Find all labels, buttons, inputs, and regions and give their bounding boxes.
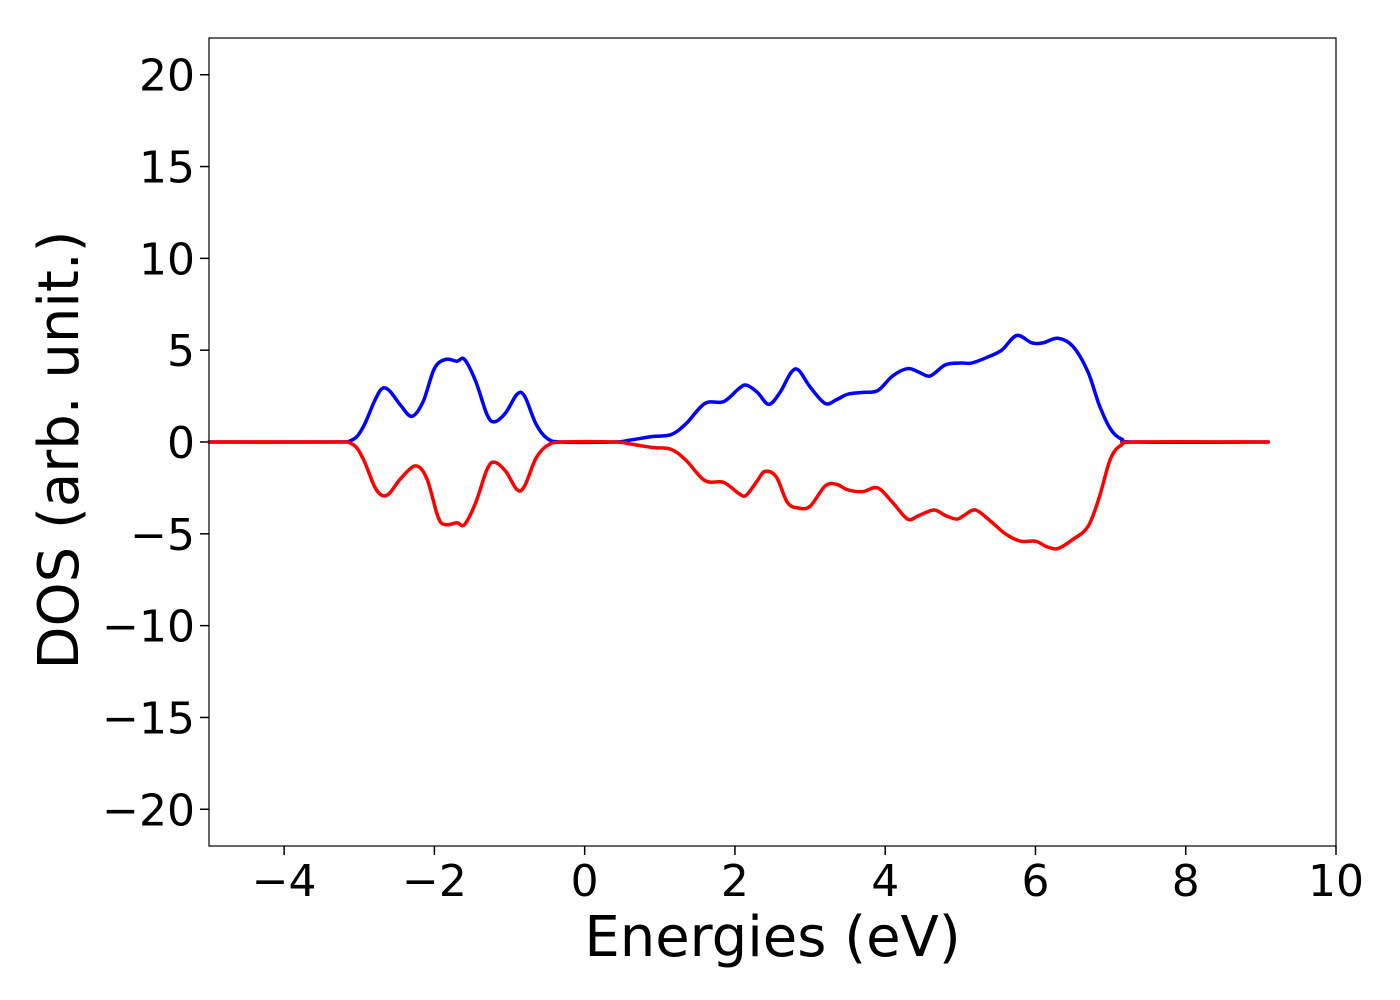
x-tick-label: 8 <box>1172 856 1200 907</box>
x-tick-label: 4 <box>871 856 899 907</box>
x-tick-label: −2 <box>402 856 467 907</box>
y-tick-label: 10 <box>139 234 195 285</box>
x-tick-label: 2 <box>721 856 749 907</box>
y-tick-label: 20 <box>139 51 195 102</box>
series-layer <box>207 333 1271 551</box>
x-axis-label: Energies (eV) <box>584 905 960 970</box>
y-tick-label: 0 <box>167 418 195 469</box>
x-tick-label: 10 <box>1308 856 1364 907</box>
spin-up-line <box>207 333 1271 445</box>
y-tick-label: −20 <box>102 785 195 836</box>
y-axis-label: DOS (arb. unit.) <box>27 230 92 669</box>
x-tick-label: 0 <box>571 856 599 907</box>
y-tick-label: −10 <box>102 602 195 653</box>
y-tick-label: −5 <box>130 510 195 561</box>
x-axis-ticks: −4 −2 0 2 4 6 8 10 <box>252 846 1364 907</box>
y-tick-label: −15 <box>102 693 195 744</box>
plot-frame <box>208 37 1337 847</box>
y-tick-label: 5 <box>167 326 195 377</box>
y-tick-label: 15 <box>139 143 195 194</box>
spin-down-line <box>207 439 1271 551</box>
y-axis-ticks: 20 15 10 5 0 −5 −10 −15 −20 <box>102 51 209 836</box>
x-tick-label: −4 <box>252 856 317 907</box>
x-tick-label: 6 <box>1021 856 1049 907</box>
